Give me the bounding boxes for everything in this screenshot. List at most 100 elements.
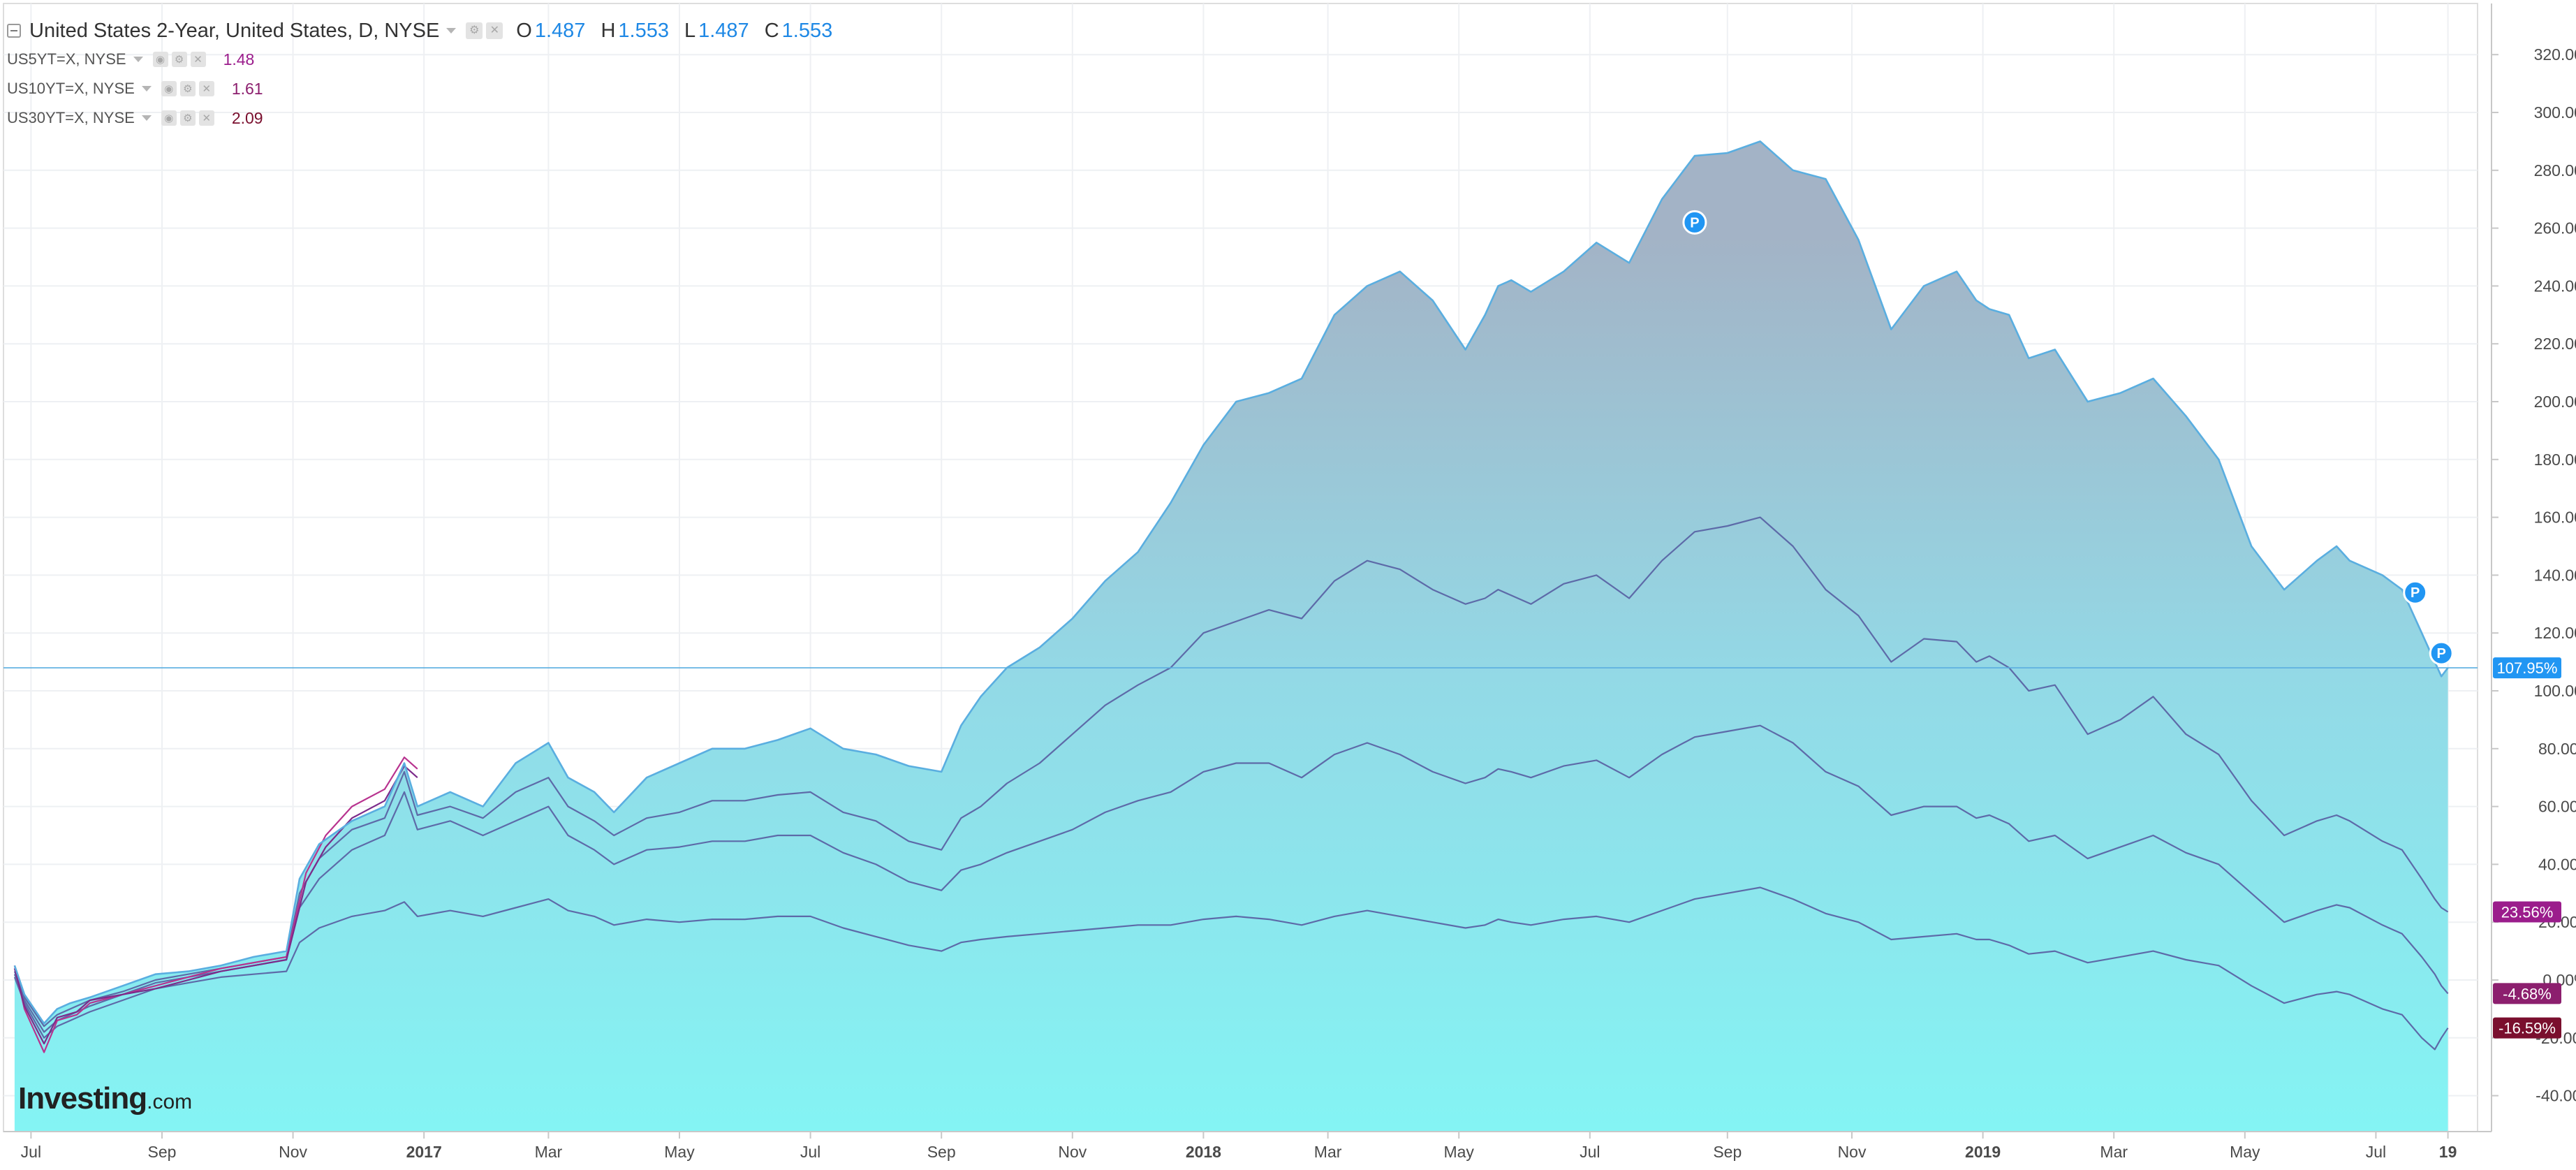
price-tick-label: 220.00% bbox=[2534, 335, 2576, 353]
time-tick-label: Mar bbox=[2100, 1143, 2128, 1161]
open-value: 1.487 bbox=[534, 19, 586, 42]
price-tag-box bbox=[2493, 901, 2561, 923]
settings-icon[interactable]: ⚙ bbox=[171, 52, 187, 67]
price-tick-label: 100.00% bbox=[2534, 682, 2576, 700]
investing-logo: Investing.com bbox=[18, 1081, 192, 1116]
us2y-line bbox=[13, 140, 2449, 1025]
price-tag-box bbox=[2493, 983, 2561, 1004]
p-marker[interactable]: P bbox=[1682, 210, 1707, 235]
close-value: 1.553 bbox=[781, 19, 833, 42]
time-axis[interactable]: Jul Sep Nov 2017 Mar May Jul Sep Nov 2018 Mar May Ju… bbox=[3, 1131, 2492, 1161]
close-icon[interactable]: ✕ bbox=[198, 110, 214, 126]
price-tick-label: 260.00% bbox=[2534, 219, 2576, 237]
price-tag-box bbox=[2493, 1017, 2561, 1039]
ohlc-values: O 1.487 H 1.553 L 1.487 C 1.553 bbox=[516, 20, 832, 43]
early-b-line bbox=[13, 765, 418, 1045]
markers: P P P bbox=[1682, 210, 2454, 666]
visibility-icon[interactable]: ◉ bbox=[152, 52, 168, 67]
time-tick-label: Nov bbox=[1058, 1143, 1087, 1161]
time-tick-label: Jul bbox=[1580, 1143, 1600, 1161]
p-marker-circle bbox=[2429, 641, 2454, 666]
us2y-area bbox=[14, 141, 2448, 1132]
close-label: C bbox=[764, 19, 779, 42]
visibility-icon[interactable]: ◉ bbox=[161, 110, 177, 126]
early-a-line bbox=[13, 756, 418, 1053]
p-marker-circle bbox=[2403, 580, 2428, 605]
p-marker[interactable]: P bbox=[2429, 641, 2454, 666]
time-tick-label: 2018 bbox=[1186, 1143, 1221, 1161]
legend-row-us10y: US10YT=X, NYSE ◉ ⚙ ✕ 1.61 bbox=[7, 74, 832, 103]
price-tick-label: 240.00% bbox=[2534, 277, 2576, 295]
chevron-down-icon[interactable] bbox=[446, 28, 457, 34]
time-tick-label: Jul bbox=[800, 1143, 820, 1161]
series-lines bbox=[3, 140, 2478, 1053]
legend-value-us30y: 2.09 bbox=[231, 108, 263, 127]
legend-value-us10y: 1.61 bbox=[231, 79, 263, 98]
time-tick-label: Nov bbox=[279, 1143, 307, 1161]
close-icon[interactable]: ✕ bbox=[486, 22, 503, 39]
time-tick-label: Mar bbox=[535, 1143, 563, 1161]
price-tick-label: 280.00% bbox=[2534, 161, 2576, 180]
price-tag-label: -4.68% bbox=[2503, 985, 2552, 1002]
time-tick-label: Sep bbox=[1713, 1143, 1742, 1161]
open-label: O bbox=[516, 19, 532, 42]
settings-icon[interactable]: ⚙ bbox=[179, 81, 196, 96]
price-tick-label: 120.00% bbox=[2534, 624, 2576, 642]
legend-symbol-us10y: US10YT=X, NYSE bbox=[7, 80, 135, 97]
time-tick-label: May bbox=[664, 1143, 695, 1161]
legend-value-us5y: 1.48 bbox=[223, 50, 255, 68]
price-tag-label: 107.95% bbox=[2497, 659, 2558, 677]
low-label: L bbox=[684, 19, 696, 42]
us30y-line bbox=[13, 886, 2449, 1051]
settings-icon[interactable]: ⚙ bbox=[466, 22, 483, 39]
time-tick-label: 2019 bbox=[1965, 1143, 2001, 1161]
p-marker-circle bbox=[1682, 210, 1707, 235]
low-value: 1.487 bbox=[698, 19, 749, 42]
p-marker-label: P bbox=[2437, 646, 2446, 661]
p-marker[interactable]: P bbox=[2403, 580, 2428, 605]
time-tick-label: May bbox=[2230, 1143, 2260, 1161]
us10y-line bbox=[13, 724, 2449, 1033]
price-tick-label: 140.00% bbox=[2534, 566, 2576, 584]
settings-icon[interactable]: ⚙ bbox=[179, 110, 196, 126]
price-tick-label: 180.00% bbox=[2534, 451, 2576, 469]
price-tick-label: -40.00% bbox=[2535, 1087, 2576, 1105]
logo-text: Investing bbox=[18, 1081, 147, 1116]
price-tag: -4.68% bbox=[2493, 983, 2561, 1004]
close-icon[interactable]: ✕ bbox=[198, 81, 214, 96]
time-tick-label: Mar bbox=[1314, 1143, 1342, 1161]
price-tag: 23.56% bbox=[2493, 901, 2561, 923]
time-tick-label: Jul bbox=[21, 1143, 41, 1161]
price-tick-label: 200.00% bbox=[2534, 393, 2576, 411]
price-tick-label: 80.00% bbox=[2538, 740, 2576, 758]
legend: United States 2-Year, United States, D, … bbox=[7, 17, 832, 133]
price-tick-label: 300.00% bbox=[2534, 103, 2576, 122]
legend-symbol-us5y: US5YT=X, NYSE bbox=[7, 50, 126, 68]
main-series-legend: United States 2-Year, United States, D, … bbox=[7, 17, 832, 45]
price-tag: 107.95% bbox=[2493, 657, 2561, 679]
us5y-line bbox=[13, 516, 2449, 1028]
time-tick-label: Nov bbox=[1838, 1143, 1867, 1161]
price-tick-label: 160.00% bbox=[2534, 509, 2576, 527]
legend-row-us5y: US5YT=X, NYSE ◉ ⚙ ✕ 1.48 bbox=[7, 45, 832, 74]
price-tag-box bbox=[2493, 657, 2561, 679]
chart-title: United States 2-Year, United States, D, … bbox=[29, 19, 440, 42]
collapse-icon[interactable] bbox=[7, 24, 21, 38]
high-label: H bbox=[601, 19, 616, 42]
chevron-down-icon[interactable] bbox=[141, 86, 152, 92]
logo-suffix: .com bbox=[147, 1090, 193, 1113]
time-tick-label: 19 bbox=[2439, 1143, 2457, 1161]
legend-symbol-us30y: US30YT=X, NYSE bbox=[7, 109, 135, 126]
time-tick-label: May bbox=[1443, 1143, 1474, 1161]
price-axis[interactable]: -40.00%-20.00%0.00%20.00%40.00%60.00%80.… bbox=[2491, 3, 2576, 1132]
chevron-down-icon[interactable] bbox=[133, 57, 143, 62]
p-marker-label: P bbox=[1690, 215, 1699, 231]
price-tick-label: 60.00% bbox=[2538, 798, 2576, 816]
close-icon[interactable]: ✕ bbox=[190, 52, 206, 67]
chevron-down-icon[interactable] bbox=[141, 115, 152, 121]
legend-row-us30y: US30YT=X, NYSE ◉ ⚙ ✕ 2.09 bbox=[7, 103, 832, 133]
time-tick-label: Sep bbox=[927, 1143, 956, 1161]
price-tag-label: 23.56% bbox=[2501, 903, 2554, 921]
visibility-icon[interactable]: ◉ bbox=[161, 81, 177, 96]
